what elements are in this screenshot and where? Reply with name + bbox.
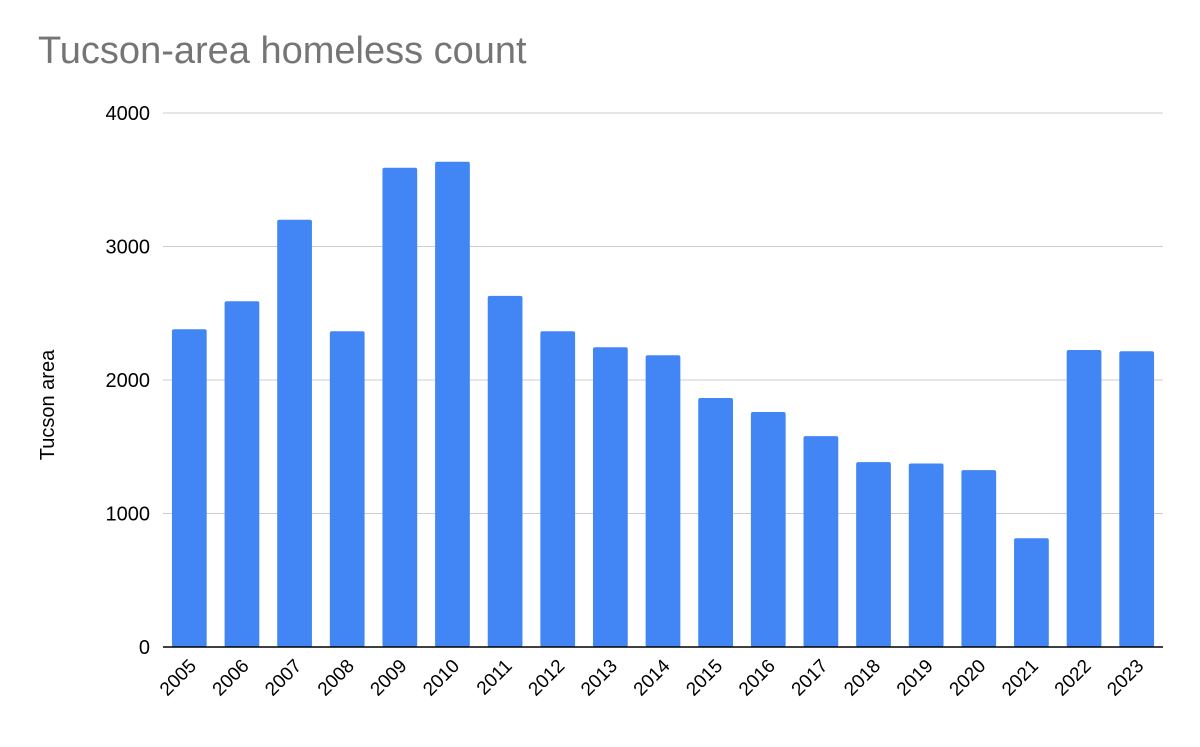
y-tick-label: 0 <box>139 637 150 659</box>
x-tick-label: 2005 <box>156 656 201 701</box>
bar <box>171 329 207 647</box>
x-tick-label: 2013 <box>577 656 622 701</box>
x-tick-label: 2016 <box>735 656 780 701</box>
x-tick-label: 2010 <box>419 656 464 701</box>
y-tick-label: 4000 <box>106 103 151 125</box>
bar <box>961 470 997 647</box>
y-tick-label: 2000 <box>106 370 151 392</box>
chart-title: Tucson-area homeless count <box>38 30 527 72</box>
x-tick-label: 2012 <box>525 656 570 701</box>
x-tick-label: 2011 <box>473 656 517 700</box>
x-tick-label: 2018 <box>840 656 885 701</box>
y-tick-labels: 0 1000 2000 3000 4000 <box>106 103 151 659</box>
bar <box>803 436 839 647</box>
bar <box>856 462 891 647</box>
bar <box>698 398 733 647</box>
x-tick-label: 2014 <box>630 655 675 700</box>
bar <box>1014 538 1049 647</box>
bar <box>224 301 260 647</box>
bar <box>540 331 576 647</box>
bar <box>1119 351 1155 647</box>
y-tick-label: 3000 <box>106 237 151 259</box>
x-tick-label: 2021 <box>998 656 1043 701</box>
x-tick-label: 2009 <box>367 656 412 701</box>
x-tick-label: 2019 <box>893 656 938 701</box>
bar <box>645 355 681 647</box>
y-tick-label: 1000 <box>106 504 151 526</box>
x-tick-label: 2020 <box>946 656 991 701</box>
bar <box>277 219 312 648</box>
x-tick-label: 2022 <box>1051 656 1096 701</box>
x-tick-labels: 2005 2006 2007 2008 2009 2010 2011 2012 2013 2014… <box>156 655 1148 700</box>
x-tick-label: 2017 <box>788 656 833 701</box>
bar <box>908 463 944 647</box>
x-tick-label: 2008 <box>314 656 359 701</box>
bar <box>593 347 628 647</box>
x-tick-label: 2007 <box>261 656 306 701</box>
bar <box>382 167 418 648</box>
y-axis-label: Tucson area <box>37 349 59 460</box>
bar <box>750 412 786 647</box>
x-tick-label: 2023 <box>1103 656 1148 701</box>
bar <box>1066 349 1102 647</box>
bar <box>329 331 365 647</box>
x-tick-label: 2006 <box>209 656 254 701</box>
bars <box>171 161 1155 648</box>
x-tick-label: 2015 <box>682 656 727 701</box>
bar <box>487 295 523 647</box>
bar <box>435 161 470 648</box>
